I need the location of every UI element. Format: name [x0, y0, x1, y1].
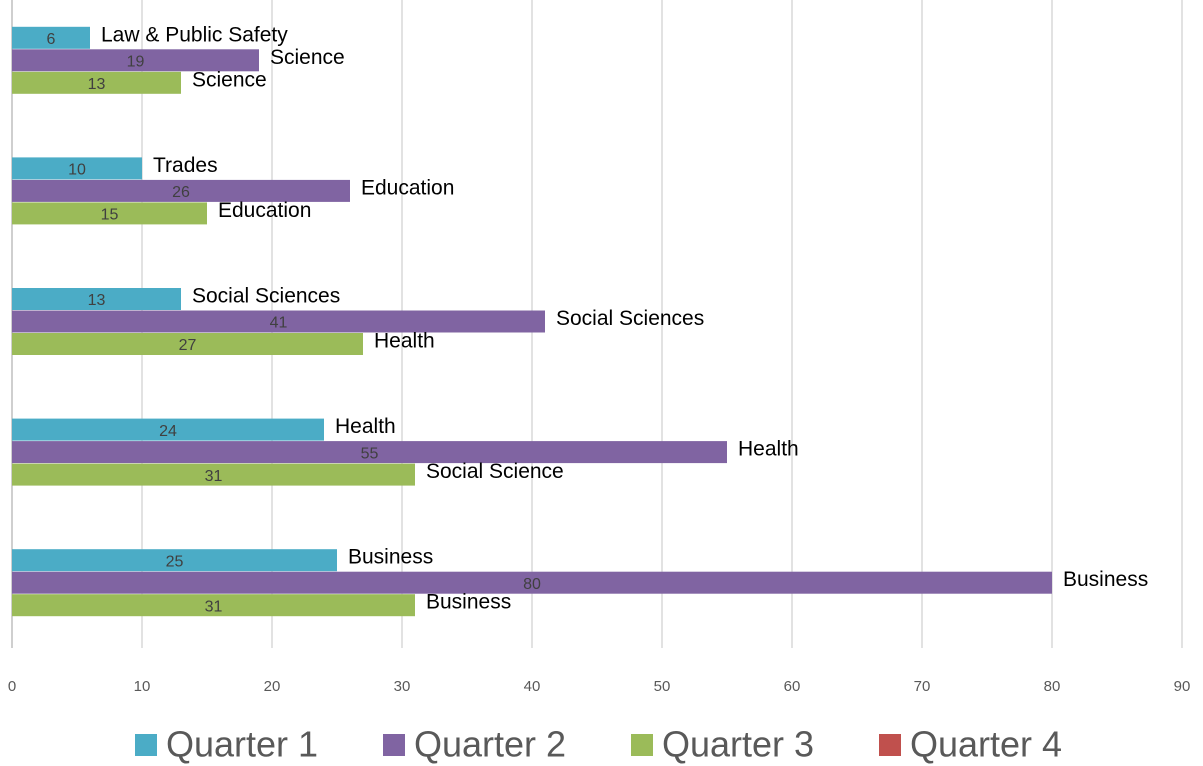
bar-category-label: Science: [270, 46, 345, 69]
bar-category-label: Health: [738, 438, 799, 461]
bar: [12, 179, 350, 202]
bar-value-label: 25: [166, 553, 184, 570]
legend-label: Quarter 2: [414, 724, 566, 765]
bar: [12, 571, 1052, 594]
bar: [12, 333, 363, 355]
bar: [12, 288, 181, 310]
bar-category-label: Education: [361, 176, 454, 199]
bar-value-label: 13: [88, 292, 106, 309]
legend-swatch: [383, 734, 405, 756]
bar-category-label: Science: [192, 68, 267, 91]
x-tick-label: 10: [134, 678, 151, 695]
x-tick-label: 0: [8, 678, 16, 695]
bar-category-label: Education: [218, 199, 311, 222]
bar: [12, 441, 727, 464]
bar-value-label: 55: [361, 445, 379, 462]
bar-value-label: 26: [172, 184, 190, 201]
bar-value-label: 19: [127, 54, 145, 71]
x-tick-label: 90: [1174, 678, 1191, 695]
bar-category-label: Trades: [153, 154, 218, 177]
x-tick-label: 70: [914, 678, 931, 695]
bar: [12, 463, 415, 486]
x-tick-label: 50: [654, 678, 671, 695]
bar: [12, 310, 545, 333]
bar-value-label: 13: [88, 76, 106, 93]
bar-category-label: Health: [335, 415, 396, 438]
bar: [12, 49, 259, 72]
bar-value-label: 10: [68, 162, 86, 179]
legend-label: Quarter 4: [910, 724, 1062, 765]
legend-label: Quarter 1: [166, 724, 318, 765]
bar-category-label: Business: [348, 546, 433, 569]
bar-value-label: 15: [101, 207, 119, 224]
x-tick-label: 60: [784, 678, 801, 695]
bar-category-label: Social Science: [426, 460, 564, 483]
x-tick-label: 20: [264, 678, 281, 695]
bar: [12, 549, 337, 572]
bar-value-label: 27: [179, 337, 197, 354]
bar-value-label: 6: [47, 31, 56, 48]
bar-category-label: Business: [1063, 568, 1148, 591]
bar: [12, 594, 415, 617]
bar: [12, 71, 181, 94]
bar: [12, 26, 90, 49]
x-tick-label: 80: [1044, 678, 1061, 695]
bar-category-label: Social Sciences: [556, 307, 704, 330]
bar-category-label: Social Sciences: [192, 285, 340, 308]
x-tick-label: 30: [394, 678, 411, 695]
bar-value-label: 31: [205, 598, 223, 615]
bar-value-label: 24: [159, 423, 177, 440]
legend-swatch: [135, 734, 157, 756]
bar-category-label: Law & Public Safety: [101, 23, 288, 46]
bar-category-label: Business: [426, 591, 511, 614]
bar: [12, 202, 207, 225]
legend-swatch: [631, 734, 653, 756]
bar-value-label: 80: [523, 576, 541, 593]
bar: [12, 157, 142, 180]
bar: [12, 418, 324, 441]
bar-value-label: 41: [270, 315, 288, 332]
x-tick-label: 40: [524, 678, 541, 695]
legend-swatch: [879, 734, 901, 756]
bar-category-label: Health: [374, 330, 435, 353]
legend-label: Quarter 3: [662, 724, 814, 765]
bar-value-label: 31: [205, 468, 223, 485]
